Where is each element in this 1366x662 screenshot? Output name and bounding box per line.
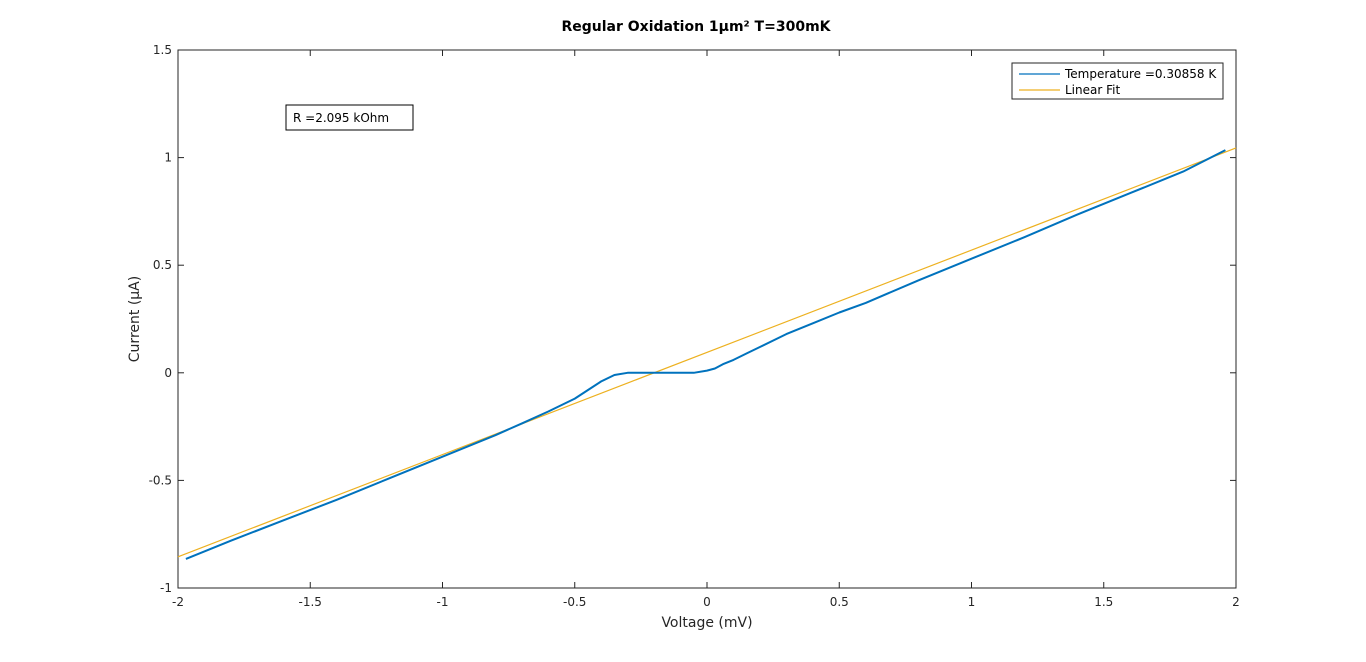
x-tick-label: -1.5 [299, 595, 322, 609]
x-tick-label: 0 [703, 595, 711, 609]
chart-title: Regular Oxidation 1µm² T=300mK [561, 19, 831, 35]
y-tick-label: 0.5 [153, 258, 172, 272]
y-tick-label: 1 [164, 151, 172, 165]
legend-label-temperature: Temperature =0.30858 K [1064, 67, 1217, 81]
y-axis-label: Current (µA) [127, 276, 143, 362]
x-tick-label: 1 [968, 595, 976, 609]
plot-area [177, 49, 1237, 589]
legend-box [1011, 62, 1224, 100]
series-line-linear-fit [177, 147, 1237, 558]
data-series [177, 147, 1237, 560]
annotation-box [285, 104, 414, 131]
axis-tick-labels: -2 -1.5 -1 -0.5 0 0.5 1 1.5 2 -1 -0.5 0 0.5 1 1.5 [149, 43, 1240, 609]
resistance-annotation: R =2.095 kOhm [285, 104, 414, 131]
legend: Temperature =0.30858 K Linear Fit [1011, 62, 1224, 100]
legend-label-linear-fit: Linear Fit [1065, 83, 1120, 97]
y-tick-label: -1 [160, 581, 172, 595]
x-tick-label: -1 [437, 595, 449, 609]
axis-ticks [177, 49, 1237, 589]
x-tick-label: -0.5 [563, 595, 586, 609]
x-axis-label: Voltage (mV) [661, 615, 752, 631]
x-tick-label: -2 [172, 595, 184, 609]
x-tick-label: 1.5 [1094, 595, 1113, 609]
series-line-temperature [185, 149, 1226, 560]
x-tick-label: 2 [1232, 595, 1240, 609]
y-tick-label: -0.5 [149, 473, 172, 487]
x-tick-label: 0.5 [830, 595, 849, 609]
annotation-text: R =2.095 kOhm [293, 111, 389, 125]
y-tick-label: 0 [164, 366, 172, 380]
y-tick-label: 1.5 [153, 43, 172, 57]
